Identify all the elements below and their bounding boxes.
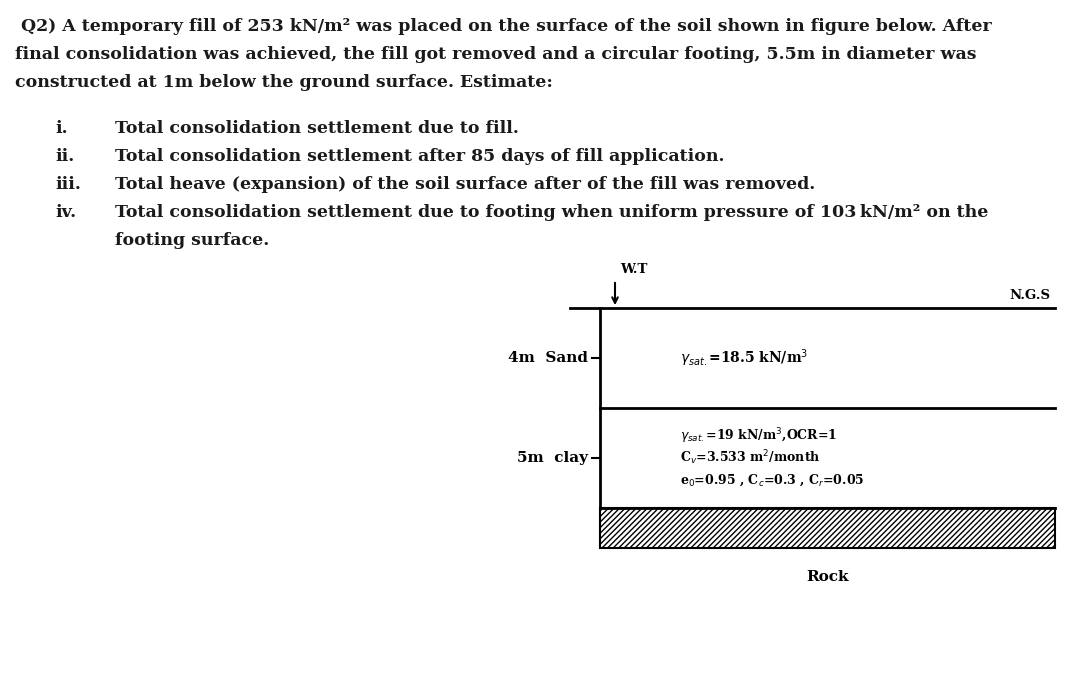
- Text: constructed at 1m below the ground surface. Estimate:: constructed at 1m below the ground surfa…: [15, 74, 553, 91]
- Text: final consolidation was achieved, the fill got removed and a circular footing, 5: final consolidation was achieved, the fi…: [15, 46, 976, 63]
- Text: 5m  clay: 5m clay: [517, 451, 588, 465]
- Bar: [600, 508, 1055, 548]
- Text: N.G.S: N.G.S: [1009, 289, 1050, 302]
- Text: Total heave (expansion) of the soil surface after of the fill was removed.: Total heave (expansion) of the soil surf…: [114, 176, 815, 193]
- Text: footing surface.: footing surface.: [114, 232, 269, 249]
- Text: i.: i.: [55, 120, 68, 137]
- Text: Q2) A temporary fill of 253 kN/m² was placed on the surface of the soil shown in: Q2) A temporary fill of 253 kN/m² was pl…: [15, 18, 991, 35]
- Text: Total consolidation settlement due to fill.: Total consolidation settlement due to fi…: [114, 120, 518, 137]
- Text: Total consolidation settlement due to footing when uniform pressure of 103 kN/m²: Total consolidation settlement due to fo…: [114, 204, 988, 221]
- Text: ii.: ii.: [55, 148, 75, 165]
- Text: $\gamma_{sat.}$=18.5 kN/m$^3$: $\gamma_{sat.}$=18.5 kN/m$^3$: [680, 347, 808, 369]
- Text: W.T: W.T: [620, 263, 647, 276]
- Text: iii.: iii.: [55, 176, 81, 193]
- Text: $\gamma_{sat.}$=19 kN/m$^3$,OCR=1: $\gamma_{sat.}$=19 kN/m$^3$,OCR=1: [680, 426, 837, 446]
- Text: Total consolidation settlement after 85 days of fill application.: Total consolidation settlement after 85 …: [114, 148, 725, 165]
- Text: iv.: iv.: [55, 204, 76, 221]
- Text: Rock: Rock: [807, 570, 849, 584]
- Text: e$_0$=0.95 , C$_c$=0.3 , C$_r$=0.05: e$_0$=0.95 , C$_c$=0.3 , C$_r$=0.05: [680, 472, 864, 488]
- Text: C$_v$=3.533 m$^2$/month: C$_v$=3.533 m$^2$/month: [680, 448, 821, 467]
- Text: 4m  Sand: 4m Sand: [508, 351, 588, 365]
